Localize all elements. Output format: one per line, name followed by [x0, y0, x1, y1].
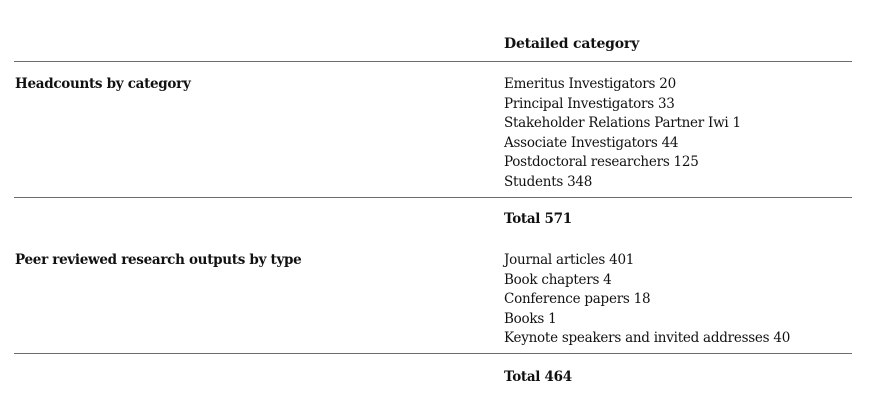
- list-item: Students 348: [504, 173, 593, 190]
- list-item: Principal Investigators 33: [504, 95, 675, 112]
- column-heading-detailed-category: Detailed category: [504, 36, 640, 52]
- research-outputs-list: Journal articles 401 Book chapters 4 Con…: [504, 251, 790, 349]
- section-label-research-outputs: Peer reviewed research outputs by type: [15, 252, 302, 268]
- divider-rule: [14, 197, 852, 198]
- list-item: Stakeholder Relations Partner Iwi 1: [504, 115, 741, 131]
- list-item: Journal articles 401: [504, 252, 635, 268]
- list-item: Books 1: [504, 310, 557, 327]
- research-outputs-total: Total 464: [504, 369, 572, 385]
- list-item: Emeritus Investigators 20: [504, 76, 676, 92]
- headcounts-list: Emeritus Investigators 20 Principal Inve…: [504, 75, 741, 192]
- list-item: Postdoctoral researchers 125: [504, 154, 699, 170]
- list-item: Keynote speakers and invited addresses 4…: [504, 330, 791, 346]
- list-item: Book chapters 4: [504, 271, 612, 288]
- headcounts-total: Total 571: [504, 211, 572, 227]
- divider-rule: [14, 353, 852, 354]
- divider-rule: [14, 61, 852, 62]
- list-item: Conference papers 18: [504, 291, 651, 307]
- list-item: Associate Investigators 44: [504, 134, 679, 151]
- section-label-headcounts: Headcounts by category: [15, 76, 191, 92]
